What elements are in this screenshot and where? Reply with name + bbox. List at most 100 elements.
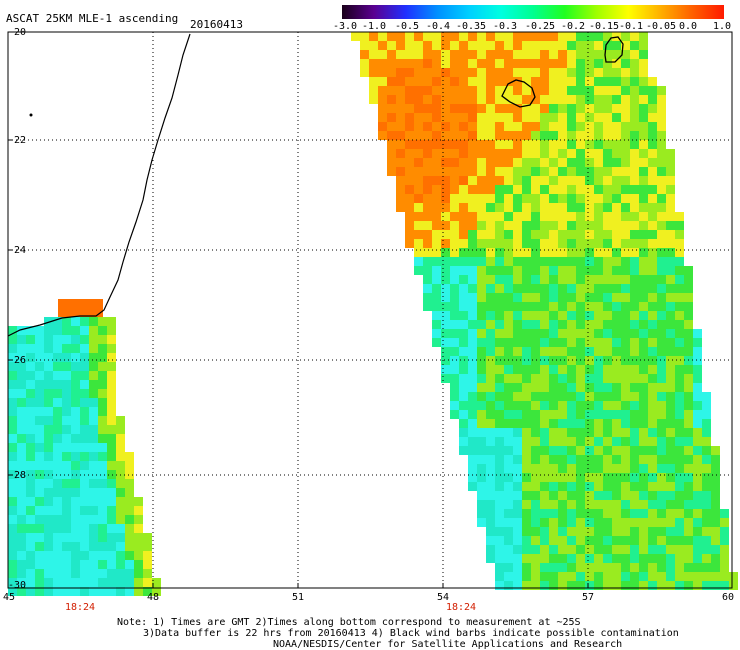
colorbar-label: -0.05 (645, 21, 677, 32)
wind-cell (468, 383, 477, 392)
wind-cell (594, 482, 603, 491)
wind-cell (459, 329, 468, 338)
wind-cell (522, 491, 531, 500)
wind-cell (26, 533, 35, 542)
wind-cell (441, 203, 450, 212)
wind-cell (441, 149, 450, 158)
wind-cell (612, 131, 621, 140)
wind-cell (378, 122, 387, 131)
wind-cell (414, 59, 423, 68)
wind-cell (513, 491, 522, 500)
wind-cell (26, 551, 35, 560)
wind-cell (531, 113, 540, 122)
wind-cell (513, 563, 522, 572)
wind-cell (414, 86, 423, 95)
wind-cell (504, 491, 513, 500)
wind-cell (666, 509, 675, 518)
wind-cell (666, 158, 675, 167)
wind-cell (504, 68, 513, 77)
wind-cell (612, 563, 621, 572)
wind-cell (125, 470, 134, 479)
wind-cell (522, 536, 531, 545)
wind-cell (621, 581, 630, 590)
wind-cell (648, 518, 657, 527)
wind-cell (495, 257, 504, 266)
wind-cell (603, 185, 612, 194)
wind-cell (17, 497, 26, 506)
wind-cell (594, 275, 603, 284)
wind-cell (504, 32, 513, 41)
wind-cell (53, 497, 62, 506)
wind-cell (540, 194, 549, 203)
wind-cell (702, 401, 711, 410)
wind-cell (567, 320, 576, 329)
wind-cell (432, 140, 441, 149)
wind-cell (531, 275, 540, 284)
wind-cell (26, 542, 35, 551)
wind-cell (17, 398, 26, 407)
wind-cell (17, 344, 26, 353)
wind-cell (531, 509, 540, 518)
wind-cell (666, 194, 675, 203)
wind-cell (594, 356, 603, 365)
wind-cell (729, 581, 738, 590)
wind-cell (486, 329, 495, 338)
wind-cell (567, 257, 576, 266)
wind-cell (53, 443, 62, 452)
wind-cell (450, 221, 459, 230)
wind-cell (639, 554, 648, 563)
wind-cell (603, 149, 612, 158)
wind-cell (585, 77, 594, 86)
wind-cell (567, 167, 576, 176)
wind-cell (702, 500, 711, 509)
wind-cell (62, 506, 71, 515)
wind-cell (585, 32, 594, 41)
wind-cell (396, 95, 405, 104)
wind-cell (8, 461, 17, 470)
wind-cell (540, 32, 549, 41)
wind-cell (468, 482, 477, 491)
wind-cell (711, 581, 720, 590)
wind-cell (513, 500, 522, 509)
wind-cell (513, 383, 522, 392)
wind-cell (387, 149, 396, 158)
wind-cell (134, 569, 143, 578)
wind-cell (549, 302, 558, 311)
wind-cell (540, 131, 549, 140)
x-axis-label: 60 (721, 592, 735, 603)
wind-cell (657, 410, 666, 419)
wind-cell (80, 479, 89, 488)
wind-cell (558, 302, 567, 311)
wind-cell (62, 515, 71, 524)
wind-cell (450, 410, 459, 419)
wind-cell (44, 560, 53, 569)
wind-cell (639, 473, 648, 482)
wind-cell (540, 95, 549, 104)
wind-cell (450, 203, 459, 212)
wind-cell (468, 194, 477, 203)
wind-cell (513, 437, 522, 446)
wind-cell (522, 167, 531, 176)
wind-cell (522, 293, 531, 302)
wind-cell (44, 542, 53, 551)
wind-cell (396, 86, 405, 95)
wind-cell (369, 95, 378, 104)
wind-cell (450, 113, 459, 122)
wind-cell (468, 131, 477, 140)
wind-cell (684, 311, 693, 320)
wind-cell (612, 158, 621, 167)
wind-cell (630, 77, 639, 86)
wind-cell (414, 77, 423, 86)
wind-cell (603, 293, 612, 302)
wind-cell (441, 104, 450, 113)
wind-cell (639, 545, 648, 554)
x-axis-label: 48 (146, 592, 160, 603)
wind-cell (134, 551, 143, 560)
wind-cell (387, 86, 396, 95)
wind-cell (459, 50, 468, 59)
wind-cell (495, 446, 504, 455)
wind-cell (567, 329, 576, 338)
wind-cell (666, 338, 675, 347)
wind-cell (116, 533, 125, 542)
wind-cell (585, 221, 594, 230)
